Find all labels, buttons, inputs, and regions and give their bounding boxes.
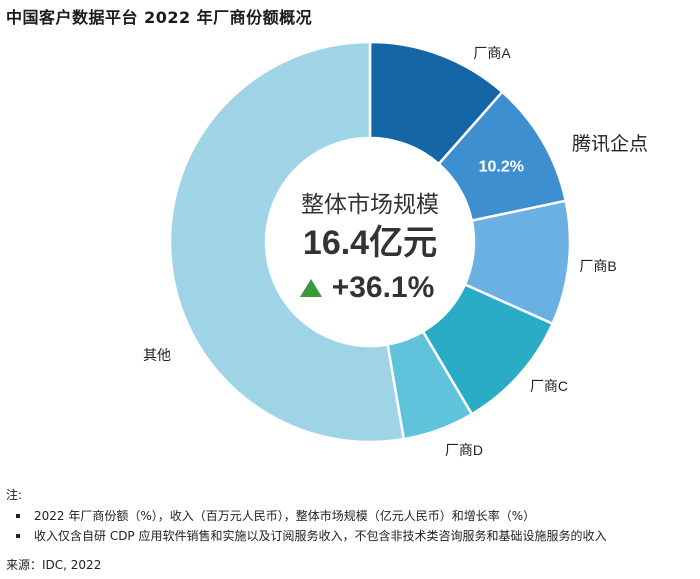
notes: 注: 2022 年厂商份额（%），收入（百万元人民币），整体市场规模（亿元人民币…: [6, 486, 696, 549]
slice-data-label: 10.2%: [479, 158, 524, 175]
note-item: 2022 年厂商份额（%），收入（百万元人民币），整体市场规模（亿元人民币）和增…: [16, 509, 696, 523]
center-label: 整体市场规模: [301, 191, 439, 217]
center-growth: +36.1%: [332, 271, 435, 304]
center-summary: 整体市场规模 16.4亿元 +36.1%: [300, 191, 439, 304]
slice-label: 厂商C: [530, 378, 568, 394]
notes-list: 2022 年厂商份额（%），收入（百万元人民币），整体市场规模（亿元人民币）和增…: [6, 509, 696, 543]
pie-slice-6: [168, 40, 406, 444]
slices-group: 10.2%: [168, 40, 572, 444]
up-triangle-icon: [300, 279, 322, 297]
slice-label: 腾讯企点: [572, 133, 648, 155]
chart-title: 中国客户数据平台 2022 年厂商份额概况: [6, 8, 313, 27]
slice-label: 厂商A: [473, 45, 511, 61]
notes-heading: 注:: [6, 488, 23, 502]
source-note: 来源：IDC, 2022: [6, 558, 102, 572]
note-item: 收入仅含自研 CDP 应用软件销售和实施以及订阅服务收入，不包含非技术类咨询服务…: [16, 529, 696, 543]
slice-label: 厂商B: [579, 258, 616, 274]
slice-label: 其他: [143, 347, 171, 363]
center-value: 16.4亿元: [303, 224, 437, 262]
slice-label: 厂商D: [445, 442, 483, 458]
